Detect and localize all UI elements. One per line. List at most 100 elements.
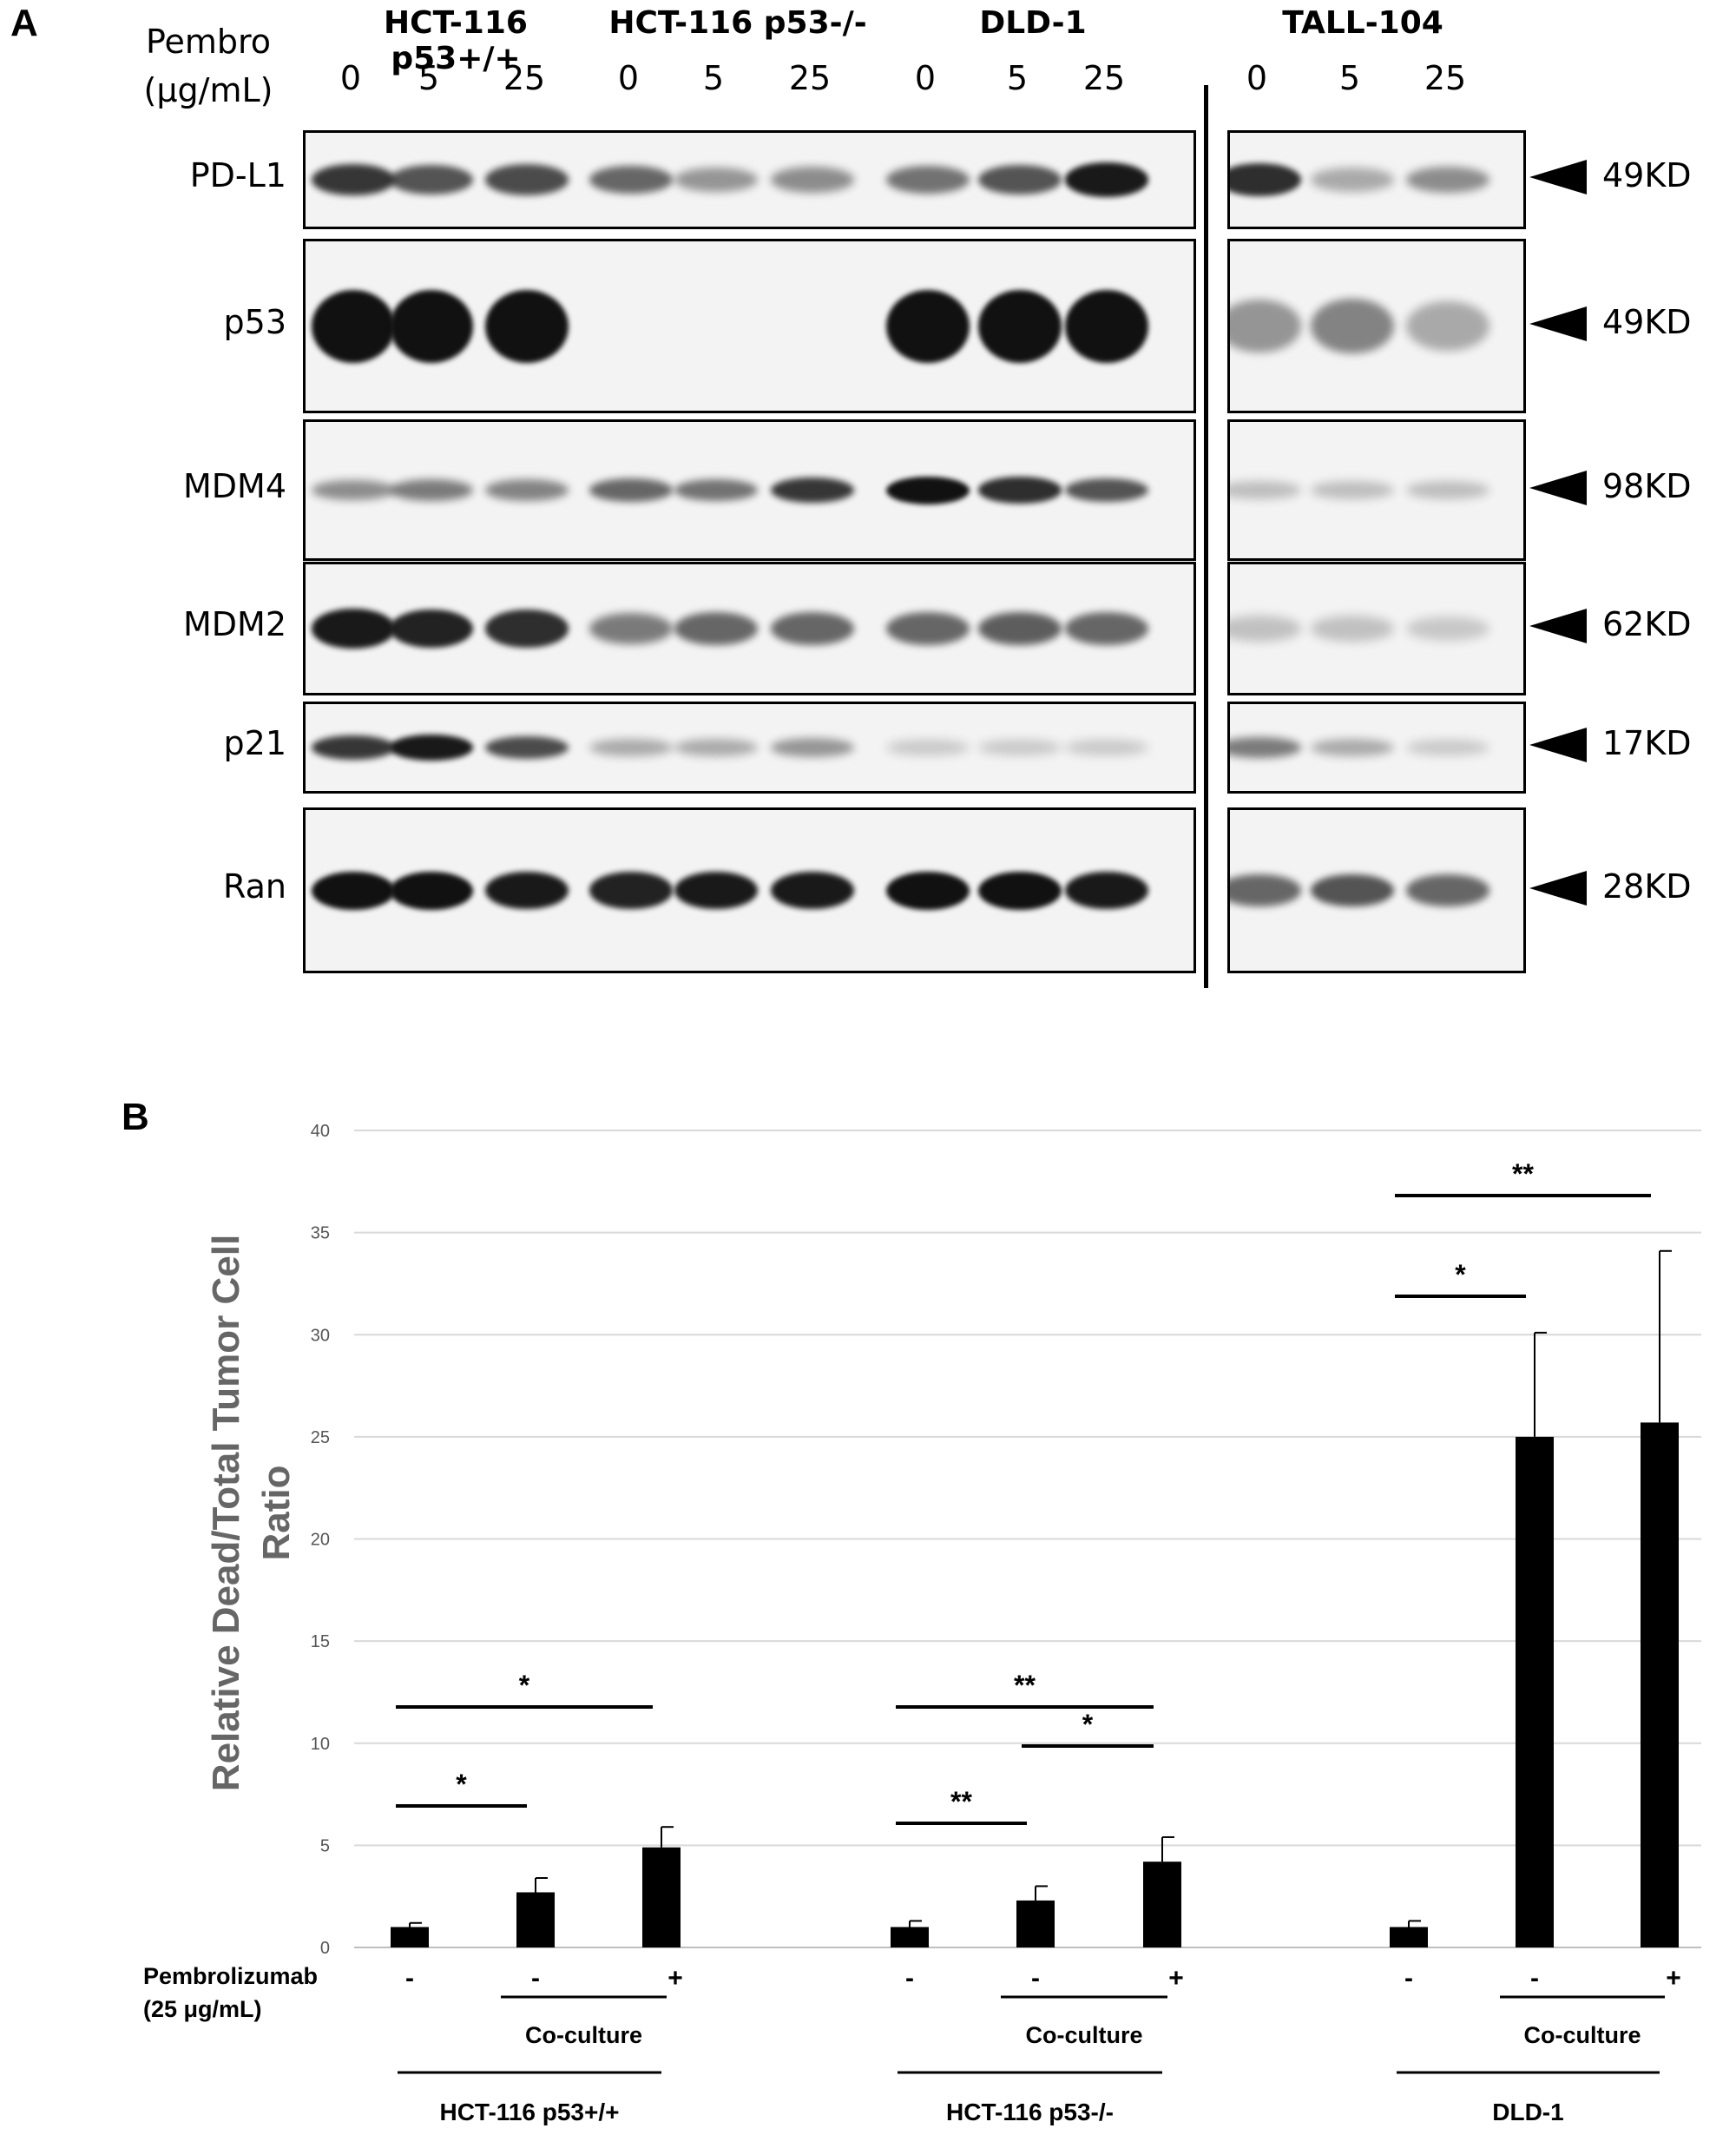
blot-strip bbox=[303, 130, 1196, 229]
blot-band bbox=[771, 738, 854, 757]
blot-band bbox=[1065, 739, 1148, 756]
bar bbox=[1016, 1900, 1055, 1947]
cell-line-header-dld1: DLD-1 bbox=[979, 5, 1087, 41]
y-tick-label: 5 bbox=[320, 1836, 330, 1855]
blot-band bbox=[589, 478, 673, 502]
blot-band bbox=[1311, 481, 1394, 499]
dose-label: 0 bbox=[914, 59, 937, 97]
blot-strip bbox=[303, 562, 1196, 695]
blot-band bbox=[1311, 738, 1394, 757]
blot-strip bbox=[303, 239, 1196, 413]
blot-band bbox=[978, 289, 1062, 363]
dose-label: 5 bbox=[418, 59, 440, 97]
blot-band bbox=[312, 479, 395, 501]
blot-strip bbox=[1227, 702, 1526, 794]
significance-marker: * bbox=[1082, 1709, 1094, 1740]
blot-band bbox=[485, 735, 569, 760]
dose-label: 0 bbox=[1246, 59, 1268, 97]
pembro-sign: + bbox=[1168, 1964, 1184, 1993]
blot-band bbox=[1311, 168, 1394, 192]
panel-a-label: A bbox=[10, 2, 38, 44]
bar bbox=[1641, 1422, 1679, 1947]
blot-band bbox=[1230, 616, 1301, 642]
significance-marker: ** bbox=[1512, 1158, 1534, 1189]
protein-label: p53 bbox=[223, 302, 286, 341]
blot-strip bbox=[303, 807, 1196, 973]
blot-strip bbox=[303, 419, 1196, 561]
blot-band bbox=[674, 478, 758, 502]
bar bbox=[1143, 1862, 1181, 1947]
dose-label: 5 bbox=[702, 59, 725, 97]
blot-band bbox=[978, 871, 1062, 910]
blot-band bbox=[1065, 612, 1148, 645]
y-tick-label: 15 bbox=[311, 1632, 330, 1651]
blot-strip bbox=[1227, 239, 1526, 413]
y-tick-label: 20 bbox=[311, 1531, 330, 1550]
arrowhead-icon bbox=[1529, 306, 1587, 341]
blot-band bbox=[674, 612, 758, 645]
group-label: HCT-116 p53+/+ bbox=[439, 2099, 619, 2125]
pembro-sign: - bbox=[1530, 1964, 1539, 1993]
mw-label: 49KD bbox=[1602, 156, 1692, 194]
blot-band bbox=[1230, 300, 1301, 353]
blot-band bbox=[312, 871, 395, 910]
blot-band bbox=[1065, 478, 1148, 503]
coculture-label: Co-culture bbox=[525, 2022, 642, 2048]
arrowhead-icon bbox=[1529, 728, 1587, 762]
blot-band bbox=[1065, 162, 1148, 197]
bar bbox=[1516, 1436, 1554, 1947]
blot-band bbox=[589, 165, 673, 194]
dose-label: 0 bbox=[617, 59, 640, 97]
blot-band bbox=[1406, 167, 1489, 193]
blot-band bbox=[312, 163, 395, 196]
blot-band bbox=[886, 871, 970, 910]
blot-band bbox=[485, 871, 569, 910]
group-label: HCT-116 p53-/- bbox=[946, 2099, 1114, 2125]
blot-band bbox=[390, 609, 473, 649]
dose-label: 25 bbox=[788, 59, 832, 97]
blot-band bbox=[886, 739, 970, 756]
blot-band bbox=[1065, 871, 1148, 910]
blot-band bbox=[771, 477, 854, 504]
blot-band bbox=[978, 739, 1062, 756]
significance-marker: * bbox=[1455, 1259, 1466, 1290]
blot-band bbox=[312, 609, 395, 649]
treatment-label-line2: (μg/mL) bbox=[143, 71, 273, 109]
y-tick-label: 40 bbox=[311, 1122, 330, 1141]
y-tick-label: 0 bbox=[320, 1939, 330, 1958]
cell-line-header-hct116-null: HCT-116 p53-/- bbox=[608, 5, 867, 41]
blot-band bbox=[1406, 874, 1489, 906]
arrowhead-icon bbox=[1529, 470, 1587, 505]
blot-band bbox=[1065, 289, 1148, 363]
blot-band bbox=[485, 610, 569, 648]
protein-label: MDM4 bbox=[182, 466, 286, 505]
blot-band bbox=[390, 164, 473, 195]
significance-marker: * bbox=[519, 1670, 530, 1701]
blot-band bbox=[589, 872, 673, 909]
blot-band bbox=[674, 871, 758, 910]
blot-band bbox=[1406, 300, 1489, 352]
blot-band bbox=[771, 871, 854, 910]
y-tick-label: 25 bbox=[311, 1428, 330, 1447]
mw-label: 28KD bbox=[1602, 867, 1692, 906]
dose-label: 5 bbox=[1006, 59, 1029, 97]
blot-divider bbox=[1204, 85, 1208, 988]
dose-label: 0 bbox=[339, 59, 362, 97]
blot-band bbox=[771, 167, 854, 193]
blot-band bbox=[886, 166, 970, 194]
pembro-sign: + bbox=[667, 1964, 683, 1993]
pembro-sign: - bbox=[905, 1964, 914, 1993]
y-axis-label: Relative Dead/Total Tumor Cell Ratio bbox=[205, 1235, 298, 1791]
protein-label: PD-L1 bbox=[189, 156, 286, 194]
bar bbox=[516, 1892, 555, 1947]
bar bbox=[1390, 1927, 1428, 1947]
dose-label: 25 bbox=[503, 59, 546, 97]
dose-label: 5 bbox=[1338, 59, 1361, 97]
mw-label: 62KD bbox=[1602, 605, 1692, 643]
coculture-label: Co-culture bbox=[1524, 2022, 1641, 2048]
blot-band bbox=[1230, 481, 1301, 499]
blot-band bbox=[390, 735, 473, 761]
y-axis-label-line2: Ratio bbox=[255, 1466, 298, 1561]
blot-band bbox=[485, 164, 569, 195]
dose-label: 25 bbox=[1424, 59, 1467, 97]
